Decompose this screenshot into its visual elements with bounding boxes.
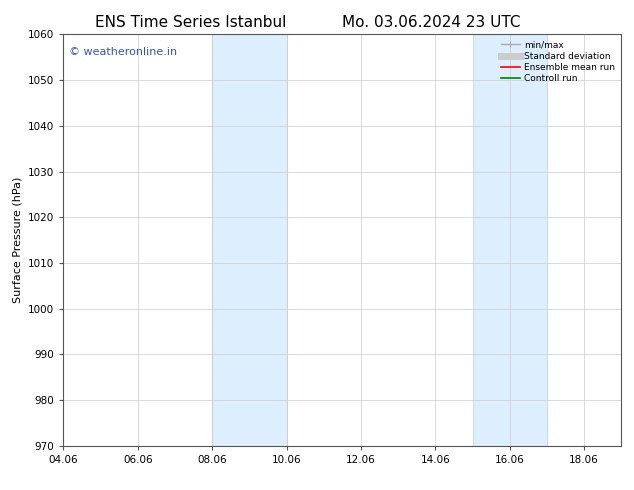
Text: Mo. 03.06.2024 23 UTC: Mo. 03.06.2024 23 UTC — [342, 15, 521, 30]
Y-axis label: Surface Pressure (hPa): Surface Pressure (hPa) — [13, 177, 23, 303]
Text: ENS Time Series Istanbul: ENS Time Series Istanbul — [94, 15, 286, 30]
Legend: min/max, Standard deviation, Ensemble mean run, Controll run: min/max, Standard deviation, Ensemble me… — [499, 39, 617, 85]
Bar — [212, 34, 287, 446]
Bar — [472, 34, 547, 446]
Text: © weatheronline.in: © weatheronline.in — [69, 47, 177, 57]
